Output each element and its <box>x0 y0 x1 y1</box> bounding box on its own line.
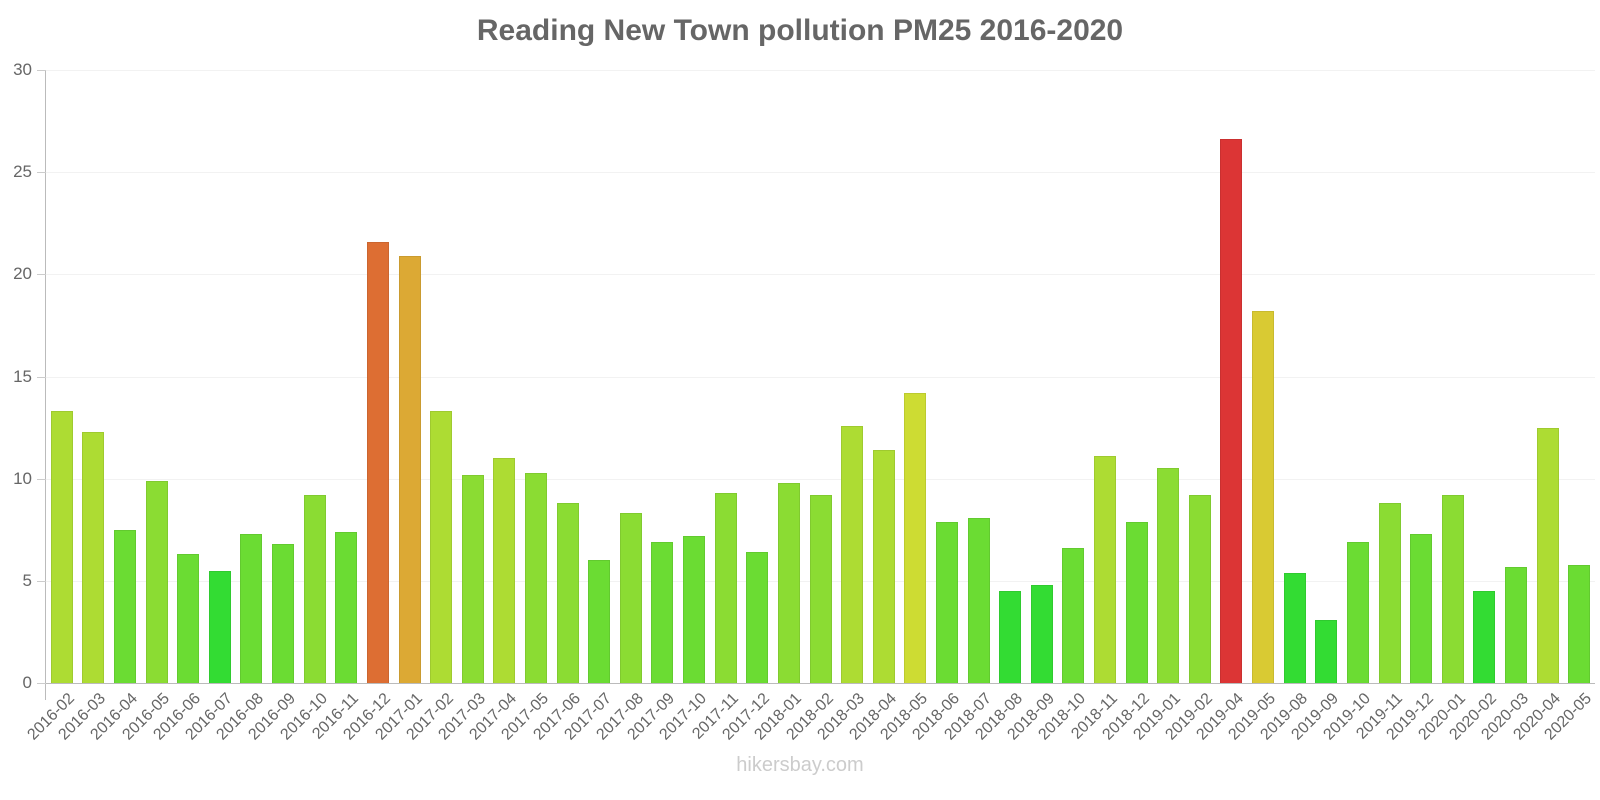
bar-2019-05[interactable] <box>1252 311 1275 683</box>
bar-2017-01[interactable] <box>398 255 421 683</box>
bar-2018-03[interactable] <box>841 425 864 683</box>
bar-2016-02[interactable] <box>50 411 73 683</box>
bar-2018-11[interactable] <box>1094 456 1116 683</box>
bar-2019-01[interactable] <box>1157 468 1180 683</box>
bar-2018-01[interactable] <box>777 482 800 683</box>
gridline <box>46 478 1595 480</box>
bar-2016-09[interactable] <box>272 544 295 683</box>
bar-2018-08[interactable] <box>999 591 1022 683</box>
bar-2018-02[interactable] <box>809 495 832 683</box>
bar-2018-12[interactable] <box>1125 521 1148 683</box>
bar-2016-03[interactable] <box>82 431 105 683</box>
y-tick-label: 25 <box>13 162 32 182</box>
bar-2017-11[interactable] <box>714 492 737 683</box>
bar-2017-05[interactable] <box>524 472 547 683</box>
bar-2016-11[interactable] <box>335 531 358 683</box>
y-tick-label: 20 <box>13 264 32 284</box>
y-tick-label: 10 <box>13 468 32 488</box>
bar-2019-10[interactable] <box>1346 542 1369 683</box>
bar-2020-02[interactable] <box>1473 591 1496 683</box>
bar-2017-04[interactable] <box>493 458 516 683</box>
y-tick-mark <box>37 478 46 480</box>
bar-2017-10[interactable] <box>683 535 706 683</box>
bar-2018-05[interactable] <box>904 392 927 683</box>
watermark: hikersbay.com <box>736 754 864 776</box>
gridline <box>46 172 1595 174</box>
y-tick-label: 15 <box>13 366 32 386</box>
bar-2017-09[interactable] <box>651 542 674 683</box>
bar-2019-09[interactable] <box>1315 619 1338 683</box>
y-tick-mark <box>37 70 46 71</box>
y-tick-mark <box>37 683 46 684</box>
y-tick-label: 5 <box>22 570 32 590</box>
bar-2018-07[interactable] <box>967 517 990 683</box>
bar-2020-05[interactable] <box>1568 564 1591 683</box>
bar-2019-04[interactable] <box>1220 139 1243 683</box>
y-tick-label: 0 <box>22 673 32 692</box>
y-tick-mark <box>37 172 46 174</box>
bar-2016-06[interactable] <box>177 554 200 683</box>
bar-2018-06[interactable] <box>935 521 958 683</box>
y-tick-label: 30 <box>13 60 32 79</box>
bar-2017-02[interactable] <box>430 411 453 683</box>
y-axis-line <box>45 70 46 700</box>
x-axis-line <box>45 683 1595 684</box>
bar-2020-04[interactable] <box>1536 427 1559 683</box>
gridline <box>46 70 1595 71</box>
bar-2016-10[interactable] <box>303 495 326 683</box>
bar-2019-08[interactable] <box>1283 572 1306 683</box>
y-tick-mark <box>37 376 46 378</box>
bar-2020-03[interactable] <box>1504 566 1527 683</box>
plot-area <box>46 70 1595 684</box>
bar-2019-11[interactable] <box>1378 503 1401 683</box>
bar-2019-02[interactable] <box>1188 495 1211 683</box>
bar-2017-06[interactable] <box>556 503 579 683</box>
bar-2017-12[interactable] <box>746 552 769 683</box>
gridline <box>46 274 1595 276</box>
bar-2017-08[interactable] <box>619 513 642 683</box>
bar-2019-12[interactable] <box>1410 533 1433 683</box>
bar-2017-03[interactable] <box>461 474 484 683</box>
y-tick-mark <box>37 274 46 276</box>
bar-2018-04[interactable] <box>872 450 895 683</box>
bar-2016-07[interactable] <box>208 570 231 683</box>
bar-2018-10[interactable] <box>1062 548 1085 683</box>
bar-2016-05[interactable] <box>145 480 168 683</box>
bar-2016-08[interactable] <box>240 533 263 683</box>
bar-2016-04[interactable] <box>114 529 137 683</box>
bar-2020-01[interactable] <box>1441 495 1464 683</box>
bar-2018-09[interactable] <box>1030 584 1053 683</box>
gridline <box>46 376 1595 378</box>
y-tick-mark <box>37 580 46 582</box>
chart-title: Reading New Town pollution PM25 2016-202… <box>476 14 1124 47</box>
bar-2017-07[interactable] <box>588 560 611 683</box>
bar-2016-12[interactable] <box>366 241 389 683</box>
